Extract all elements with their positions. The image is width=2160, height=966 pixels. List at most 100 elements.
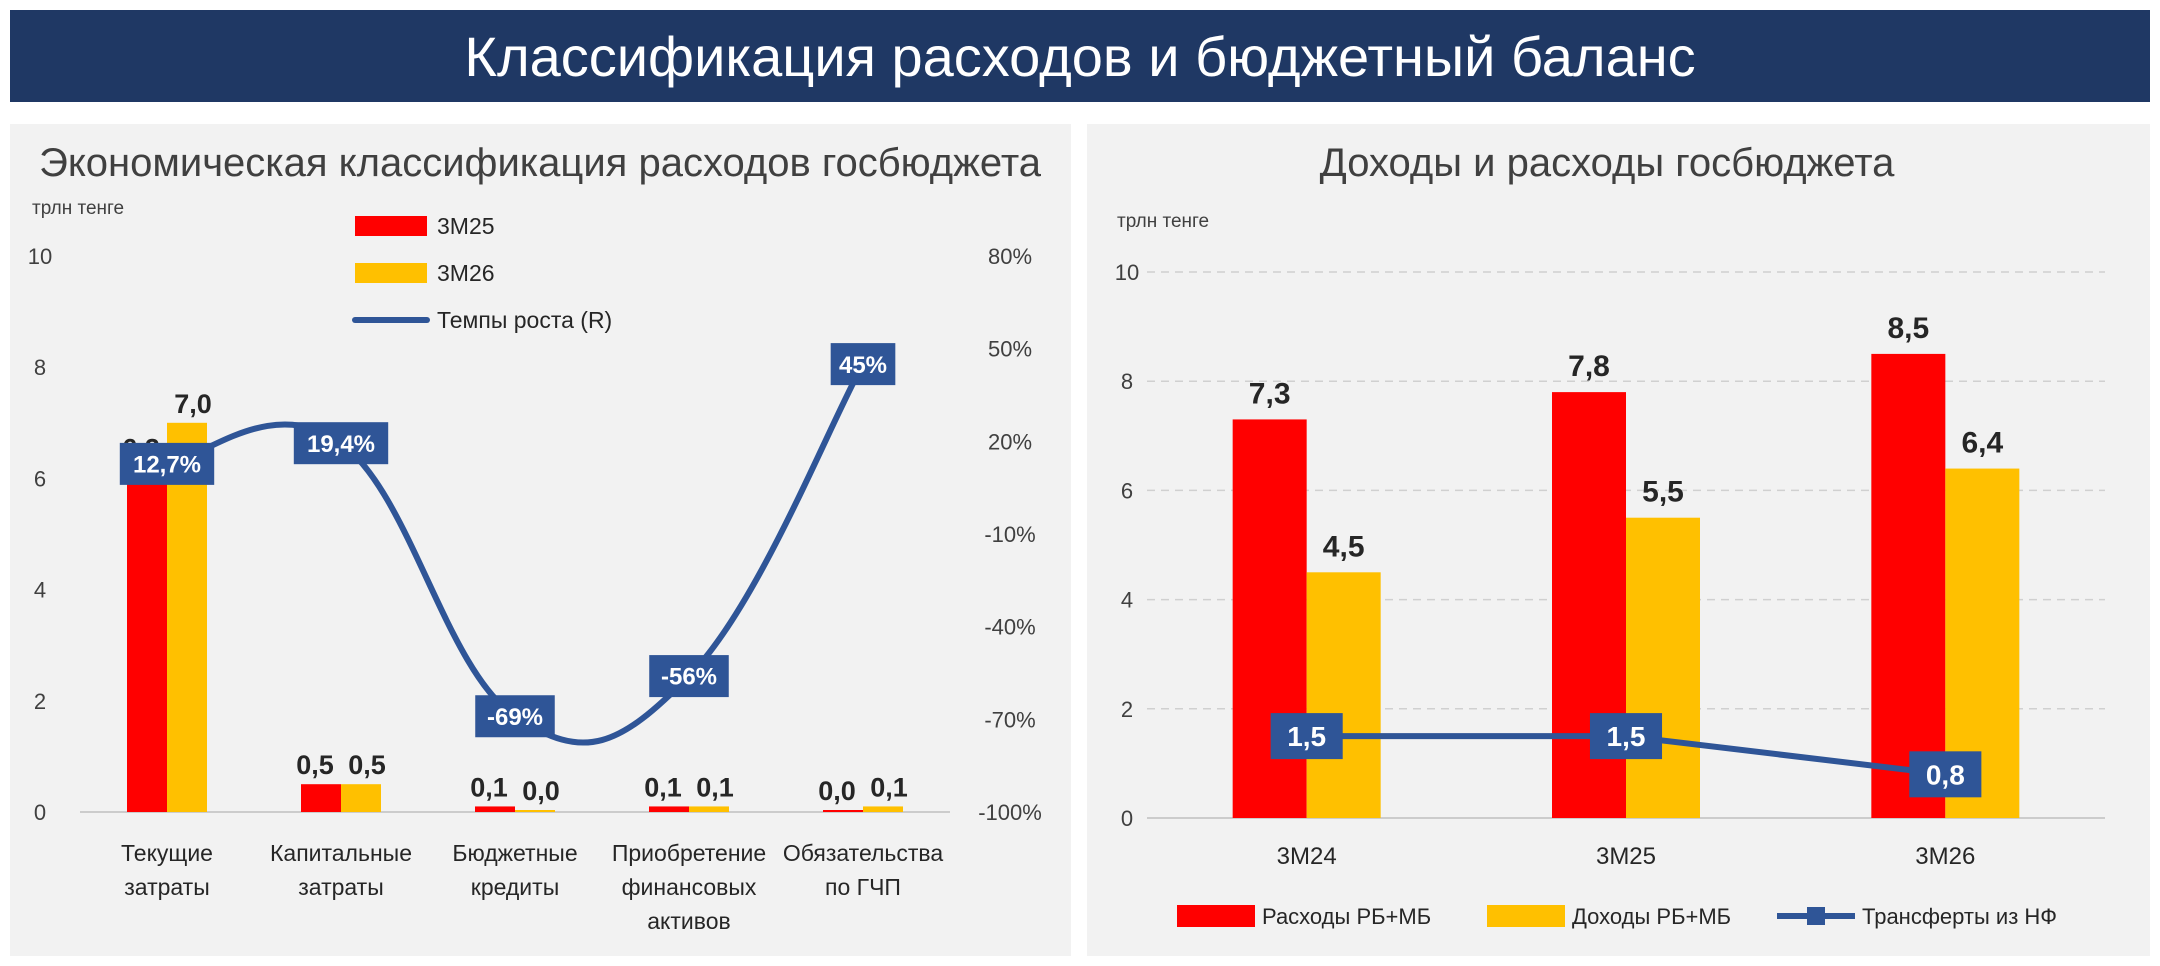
x-tick-label: Бюджетные (452, 840, 577, 866)
y-axis-label: трлн тенге (32, 198, 124, 219)
growth-rate-label-text: 12,7% (133, 452, 201, 479)
growth-rate-line (164, 361, 866, 746)
x-tick-label: кредиты (471, 874, 559, 900)
bar-3m25 (823, 810, 863, 812)
y-tick-label: 10 (1115, 260, 1139, 285)
y-tick-label: 8 (34, 355, 46, 380)
growth-rate-label-text: -69% (487, 704, 543, 731)
bar-3m26 (863, 806, 903, 812)
growth-rate-label-text: 45% (839, 352, 887, 379)
x-tick-label: по ГЧП (825, 874, 901, 900)
y2-tick-label: -70% (984, 707, 1035, 732)
x-tick-label: 3М26 (1915, 843, 1975, 870)
legend-label-expenses: Расходы РБ+МБ (1262, 904, 1431, 929)
transfers-label: 0,8 (1909, 751, 1982, 798)
legend-swatch-expenses (1177, 905, 1255, 927)
x-tick-label: активов (647, 908, 730, 934)
legend-label-3m26: 3М26 (437, 260, 495, 286)
growth-rate-label: -69% (475, 695, 555, 738)
y-tick-label: 6 (34, 466, 46, 491)
x-tick-label: 3М24 (1277, 843, 1337, 870)
page-title: Классификация расходов и бюджетный балан… (464, 24, 1696, 88)
data-label-3m25: 0,0 (818, 776, 856, 806)
y-tick-label: 6 (1121, 478, 1133, 503)
legend-label-3m25: 3М25 (437, 213, 495, 239)
legend-label-revenues: Доходы РБ+МБ (1572, 904, 1731, 929)
y-tick-label: 2 (1121, 697, 1133, 722)
transfers-label-text: 1,5 (1607, 721, 1646, 752)
bar-revenues (1626, 517, 1700, 818)
bar-3m25 (649, 806, 689, 812)
growth-rate-label-box (830, 343, 896, 386)
transfers-label-box (1589, 713, 1663, 760)
chart-panel-expense-classification: Экономическая классификация расходов гос… (10, 124, 1071, 956)
y2-tick-label: -10% (984, 522, 1035, 547)
bar-3m26 (515, 810, 555, 812)
x-tick-label: Приобретение (612, 840, 766, 866)
legend-swatch-revenues (1487, 905, 1565, 927)
data-label-expenses: 8,5 (1887, 312, 1929, 345)
transfers-label-text: 1,5 (1287, 721, 1326, 752)
revenue-expense-chart: Доходы и расходы госбюджета трлн тенге 0… (1115, 141, 2105, 929)
data-label-revenues: 4,5 (1323, 530, 1365, 563)
data-label-expenses: 7,8 (1568, 350, 1610, 383)
y2-tick-label: -40% (984, 615, 1035, 640)
y-tick-label: 4 (34, 578, 46, 603)
growth-rate-label-text: 19,4% (307, 431, 375, 458)
bar-3m26 (689, 806, 729, 812)
transfers-label-box (1909, 751, 1982, 798)
bar-3m25 (475, 806, 515, 812)
data-label-3m26: 0,1 (870, 772, 908, 802)
y-tick-label: 0 (34, 800, 46, 825)
growth-rate-label-box (119, 442, 215, 485)
bar-expenses (1871, 353, 1946, 818)
data-label-3m26: 0,1 (696, 772, 734, 802)
transfers-label: 1,5 (1270, 713, 1343, 760)
page-title-banner: Классификация расходов и бюджетный балан… (10, 10, 2150, 102)
data-label-3m26: 7,0 (174, 389, 212, 419)
legend-swatch-transfers-marker (1807, 907, 1825, 925)
growth-rate-label: -56% (649, 655, 729, 698)
bar-3m25 (127, 467, 167, 812)
growth-rate-label-box (475, 695, 555, 738)
data-label-3m25: 0,1 (644, 772, 682, 802)
transfers-label-box (1270, 713, 1343, 760)
growth-rate-label: 45% (830, 343, 896, 386)
transfers-label-text: 0,8 (1926, 759, 1965, 790)
data-label-expenses: 7,3 (1249, 377, 1291, 410)
y-axis-label: трлн тенге (1117, 211, 1209, 232)
y-tick-label: 0 (1121, 806, 1133, 831)
x-tick-label: 3М25 (1596, 843, 1656, 870)
growth-rate-label-text: -56% (661, 664, 717, 691)
x-tick-label: затраты (124, 874, 210, 900)
y2-tick-label: 20% (988, 429, 1032, 454)
growth-rate-label: 19,4% (293, 422, 389, 465)
x-tick-label: затраты (298, 874, 384, 900)
legend-label-transfers: Трансферты из НФ (1862, 904, 2057, 929)
data-label-3m25: 0,1 (470, 772, 508, 802)
data-label-revenues: 6,4 (1961, 427, 2003, 460)
legend-swatch-3m25 (355, 216, 427, 236)
bar-revenues (1306, 572, 1381, 818)
y2-tick-label: -100% (978, 800, 1042, 825)
bar-3m25 (301, 784, 341, 812)
y-tick-label: 8 (1121, 369, 1133, 394)
x-tick-label: Текущие (121, 840, 213, 866)
growth-rate-label-box (649, 655, 729, 698)
transfers-label: 1,5 (1589, 713, 1663, 760)
x-tick-label: Капитальные (270, 840, 412, 866)
bar-3m26 (167, 422, 207, 812)
expense-classification-chart: Экономическая классификация расходов гос… (28, 141, 1042, 934)
bar-3m26 (341, 784, 381, 812)
legend-swatch-3m26 (355, 263, 427, 283)
legend-label-growth-rate: Темпы роста (R) (437, 307, 612, 333)
growth-rate-label: 12,7% (119, 442, 215, 485)
data-label-3m25: 0,5 (296, 750, 334, 780)
chart-title: Доходы и расходы госбюджета (1320, 141, 1895, 185)
y-tick-label: 10 (28, 244, 52, 269)
chart-title: Экономическая классификация расходов гос… (39, 141, 1042, 185)
chart-panel-revenue-expense: Доходы и расходы госбюджета трлн тенге 0… (1087, 124, 2150, 956)
data-label-3m26: 0,0 (522, 776, 560, 806)
x-tick-label: Обязательства (783, 840, 944, 866)
y-tick-label: 4 (1121, 588, 1133, 613)
